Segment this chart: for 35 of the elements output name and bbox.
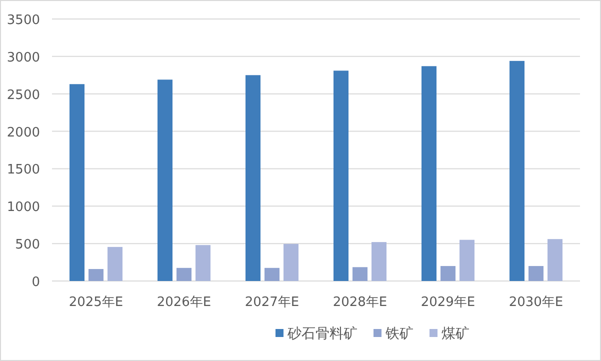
bar — [548, 239, 562, 281]
bar — [176, 268, 192, 281]
x-tick-label: 2025年E — [68, 295, 124, 310]
y-tick-label: 2000 — [6, 125, 40, 140]
y-tick-label: 0 — [32, 275, 40, 290]
legend-label: 砂石骨料矿 — [286, 326, 358, 342]
bar — [88, 269, 104, 281]
legend-label: 煤矿 — [442, 326, 470, 342]
y-tick-label: 1500 — [6, 162, 40, 178]
bar — [460, 240, 474, 281]
legend-label: 铁矿 — [384, 326, 414, 342]
bar — [352, 267, 368, 281]
bar — [510, 60, 524, 281]
y-tick-label: 1000 — [6, 200, 40, 216]
bar — [422, 66, 436, 281]
y-tick-label: 3500 — [6, 13, 40, 28]
bar — [246, 75, 260, 281]
bar — [372, 242, 386, 281]
y-tick-label: 3000 — [6, 50, 40, 66]
y-tick-label: 500 — [15, 238, 40, 253]
bar — [108, 246, 122, 281]
bar — [440, 266, 456, 281]
x-tick-label: 2027年E — [244, 295, 300, 310]
bar — [196, 245, 210, 281]
y-tick-label: 2500 — [6, 88, 40, 103]
x-tick-label: 2029年E — [420, 295, 476, 310]
x-tick-label: 2030年E — [508, 295, 564, 310]
bar — [284, 244, 298, 281]
x-tick-label: 2026年E — [156, 295, 212, 310]
bar — [264, 268, 280, 281]
bar — [158, 80, 172, 281]
bar — [70, 84, 84, 281]
x-tick-label: 2028年E — [332, 295, 388, 310]
bar — [528, 266, 544, 281]
bar — [334, 70, 348, 281]
